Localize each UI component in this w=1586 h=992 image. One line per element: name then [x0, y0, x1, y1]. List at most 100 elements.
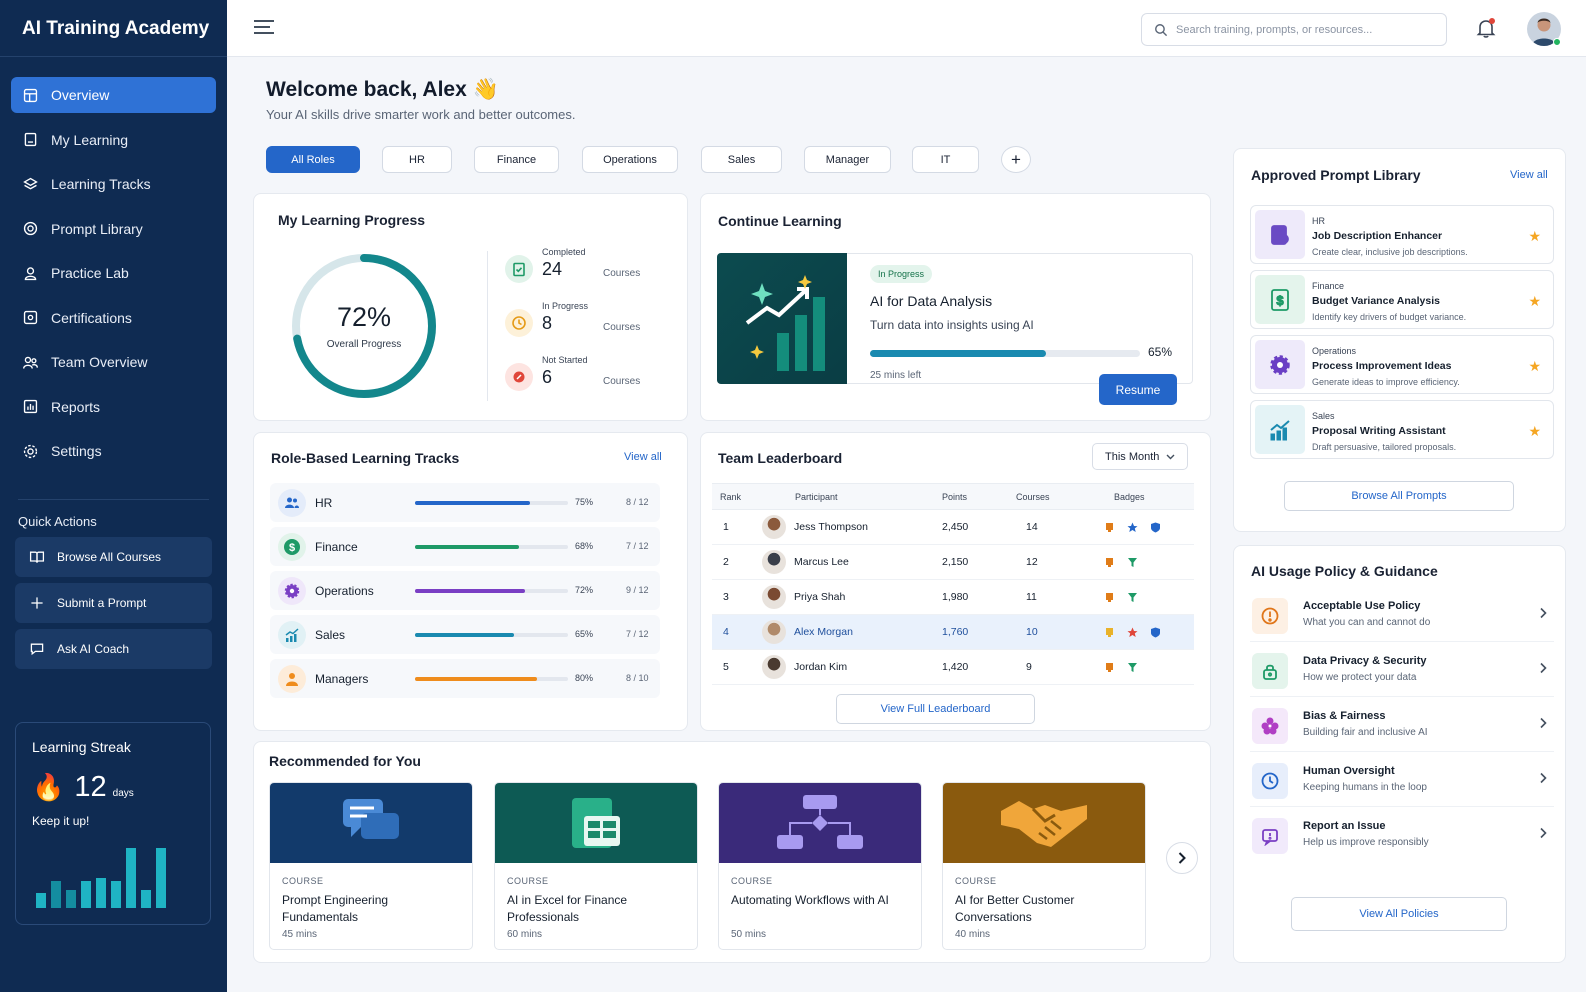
track-name: HR — [315, 496, 333, 510]
table-row[interactable]: 3 Priya Shah 1,980 11 — [712, 579, 1194, 615]
filter-chip-finance[interactable]: Finance — [474, 146, 559, 173]
course-tag: COURSE — [507, 876, 549, 886]
sidebar-item-label: Certifications — [51, 309, 132, 326]
policy-description: What you can and cannot do — [1303, 617, 1431, 628]
period-select[interactable]: This Month — [1092, 443, 1188, 470]
prompts-view-all-link[interactable]: View all — [1510, 169, 1548, 181]
table-row[interactable]: 2 Marcus Lee 2,150 12 — [712, 544, 1194, 580]
sidebar-item-learning-tracks[interactable]: Learning Tracks — [11, 166, 216, 202]
streak-bar — [156, 848, 166, 908]
sidebar-item-team-overview[interactable]: Team Overview — [11, 344, 216, 380]
resume-button[interactable]: Resume — [1099, 374, 1177, 405]
streak-bar-chart — [36, 848, 166, 908]
star-icon[interactable]: ★ — [1528, 293, 1541, 309]
track-percent: 72% — [575, 585, 594, 595]
filter-chip-operations[interactable]: Operations — [582, 146, 678, 173]
stat-unit: Courses — [603, 322, 641, 333]
track-count: 9 / 12 — [626, 585, 649, 595]
prompt-item[interactable]: $ Finance Budget Variance Analysis Ident… — [1250, 270, 1554, 329]
course-thumbnail — [495, 783, 697, 863]
rank: 1 — [712, 509, 762, 545]
tracks-view-all-link[interactable]: View all — [624, 451, 662, 463]
track-progress-bar — [415, 633, 568, 637]
ask-ai-coach-button[interactable]: Ask AI Coach — [15, 629, 212, 669]
sparkle-icon — [1252, 708, 1288, 744]
courses: 10 — [1016, 614, 1104, 650]
sidebar-item-label: My Learning — [51, 131, 129, 148]
dollar-icon: $ — [278, 533, 306, 561]
chart-icon — [21, 398, 39, 416]
prompt-item[interactable]: Operations Process Improvement Ideas Gen… — [1250, 335, 1554, 394]
sidebar-item-certifications[interactable]: Certifications — [11, 300, 216, 336]
courses: 14 — [1016, 509, 1104, 545]
table-row[interactable]: 1 Jess Thompson 2,450 14 — [712, 509, 1194, 545]
policy-item-acceptable-use[interactable]: Acceptable Use Policy What you can and c… — [1250, 588, 1554, 642]
view-all-policies-button[interactable]: View All Policies — [1291, 897, 1507, 931]
policy-item-bias-fairness[interactable]: Bias & Fairness Building fair and inclus… — [1250, 698, 1554, 752]
sidebar-item-my-learning[interactable]: My Learning — [11, 122, 216, 158]
sidebar-item-reports[interactable]: Reports — [11, 389, 216, 425]
search-input[interactable] — [1176, 23, 1426, 36]
prompt-item[interactable]: Sales Proposal Writing Assistant Draft p… — [1250, 400, 1554, 459]
policy-item-data-privacy[interactable]: Data Privacy & Security How we protect y… — [1250, 643, 1554, 697]
rank: 5 — [712, 649, 762, 685]
column-header: Badges — [1104, 483, 1194, 510]
search-box[interactable] — [1141, 13, 1447, 46]
track-row-hr[interactable]: HR 75% 8 / 12 — [270, 483, 660, 522]
recommended-title: Recommended for You — [269, 753, 421, 769]
sidebar-item-overview[interactable]: Overview — [11, 77, 216, 113]
streak-bar — [66, 890, 76, 908]
track-row-sales[interactable]: Sales 65% 7 / 12 — [270, 615, 660, 654]
prompt-category: HR — [1312, 216, 1325, 226]
courses: 12 — [1016, 544, 1104, 580]
view-full-leaderboard-button[interactable]: View Full Leaderboard — [836, 694, 1035, 724]
courses: 9 — [1016, 649, 1104, 685]
prompt-description: Create clear, inclusive job descriptions… — [1312, 247, 1468, 257]
sidebar-item-prompt-library[interactable]: Prompt Library — [11, 211, 216, 247]
trophy-badge-icon — [1104, 557, 1115, 568]
course-card[interactable]: COURSE AI for Better Customer Conversati… — [942, 782, 1146, 950]
points: 1,420 — [942, 649, 1016, 685]
prompt-item[interactable]: HR Job Description Enhancer Create clear… — [1250, 205, 1554, 264]
points: 2,450 — [942, 509, 1016, 545]
time-left: 25 mins left — [870, 370, 922, 381]
quick-action-label: Submit a Prompt — [57, 596, 147, 610]
add-filter-plus-icon[interactable]: + — [1001, 146, 1031, 173]
policy-item-human-oversight[interactable]: Human Oversight Keeping humans in the lo… — [1250, 753, 1554, 807]
track-count: 7 / 12 — [626, 629, 649, 639]
course-card[interactable]: COURSE Automating Workflows with AI 50 m… — [718, 782, 922, 950]
sidebar-item-settings[interactable]: Settings — [11, 433, 216, 469]
filter-chip-it[interactable]: IT — [912, 146, 979, 173]
stat-unit: Courses — [603, 376, 641, 387]
sidebar-item-practice-lab[interactable]: Practice Lab — [11, 255, 216, 291]
track-row-finance[interactable]: $ Finance 68% 7 / 12 — [270, 527, 660, 566]
browse-all-courses-button[interactable]: Browse All Courses — [15, 537, 212, 577]
track-row-managers[interactable]: Managers 80% 8 / 10 — [270, 659, 660, 698]
course-duration: 50 mins — [731, 929, 767, 940]
courses: 11 — [1016, 579, 1104, 615]
filter-chip-hr[interactable]: HR — [382, 146, 452, 173]
chat-bubbles-icon — [343, 799, 399, 839]
track-row-operations[interactable]: Operations 72% 9 / 12 — [270, 571, 660, 610]
clock-icon — [505, 309, 533, 337]
chevron-right-icon — [1540, 772, 1547, 784]
course-name: AI for Better Customer Conversations — [955, 893, 1075, 924]
table-row-current-user[interactable]: 4 Alex Morgan 1,760 10 — [712, 614, 1194, 650]
star-icon[interactable]: ★ — [1528, 358, 1541, 374]
star-icon[interactable]: ★ — [1528, 228, 1541, 244]
track-progress-bar — [415, 677, 568, 681]
carousel-next-button[interactable] — [1166, 842, 1198, 874]
table-row[interactable]: 5 Jordan Kim 1,420 9 — [712, 649, 1194, 685]
hamburger-menu-icon[interactable] — [254, 20, 274, 36]
browse-all-prompts-button[interactable]: Browse All Prompts — [1284, 481, 1514, 511]
star-icon[interactable]: ★ — [1528, 423, 1541, 439]
policy-item-report-issue[interactable]: Report an Issue Help us improve responsi… — [1250, 808, 1554, 862]
filter-chip-all-roles[interactable]: All Roles — [266, 146, 360, 173]
submit-prompt-button[interactable]: Submit a Prompt — [15, 583, 212, 623]
course-card[interactable]: COURSE Prompt Engineering Fundamentals 4… — [269, 782, 473, 950]
policy-name: Bias & Fairness — [1303, 710, 1386, 722]
filter-chip-sales[interactable]: Sales — [701, 146, 782, 173]
filter-chip-manager[interactable]: Manager — [804, 146, 891, 173]
course-card[interactable]: COURSE AI in Excel for Finance Professio… — [494, 782, 698, 950]
notification-bell-icon[interactable] — [1475, 17, 1497, 39]
